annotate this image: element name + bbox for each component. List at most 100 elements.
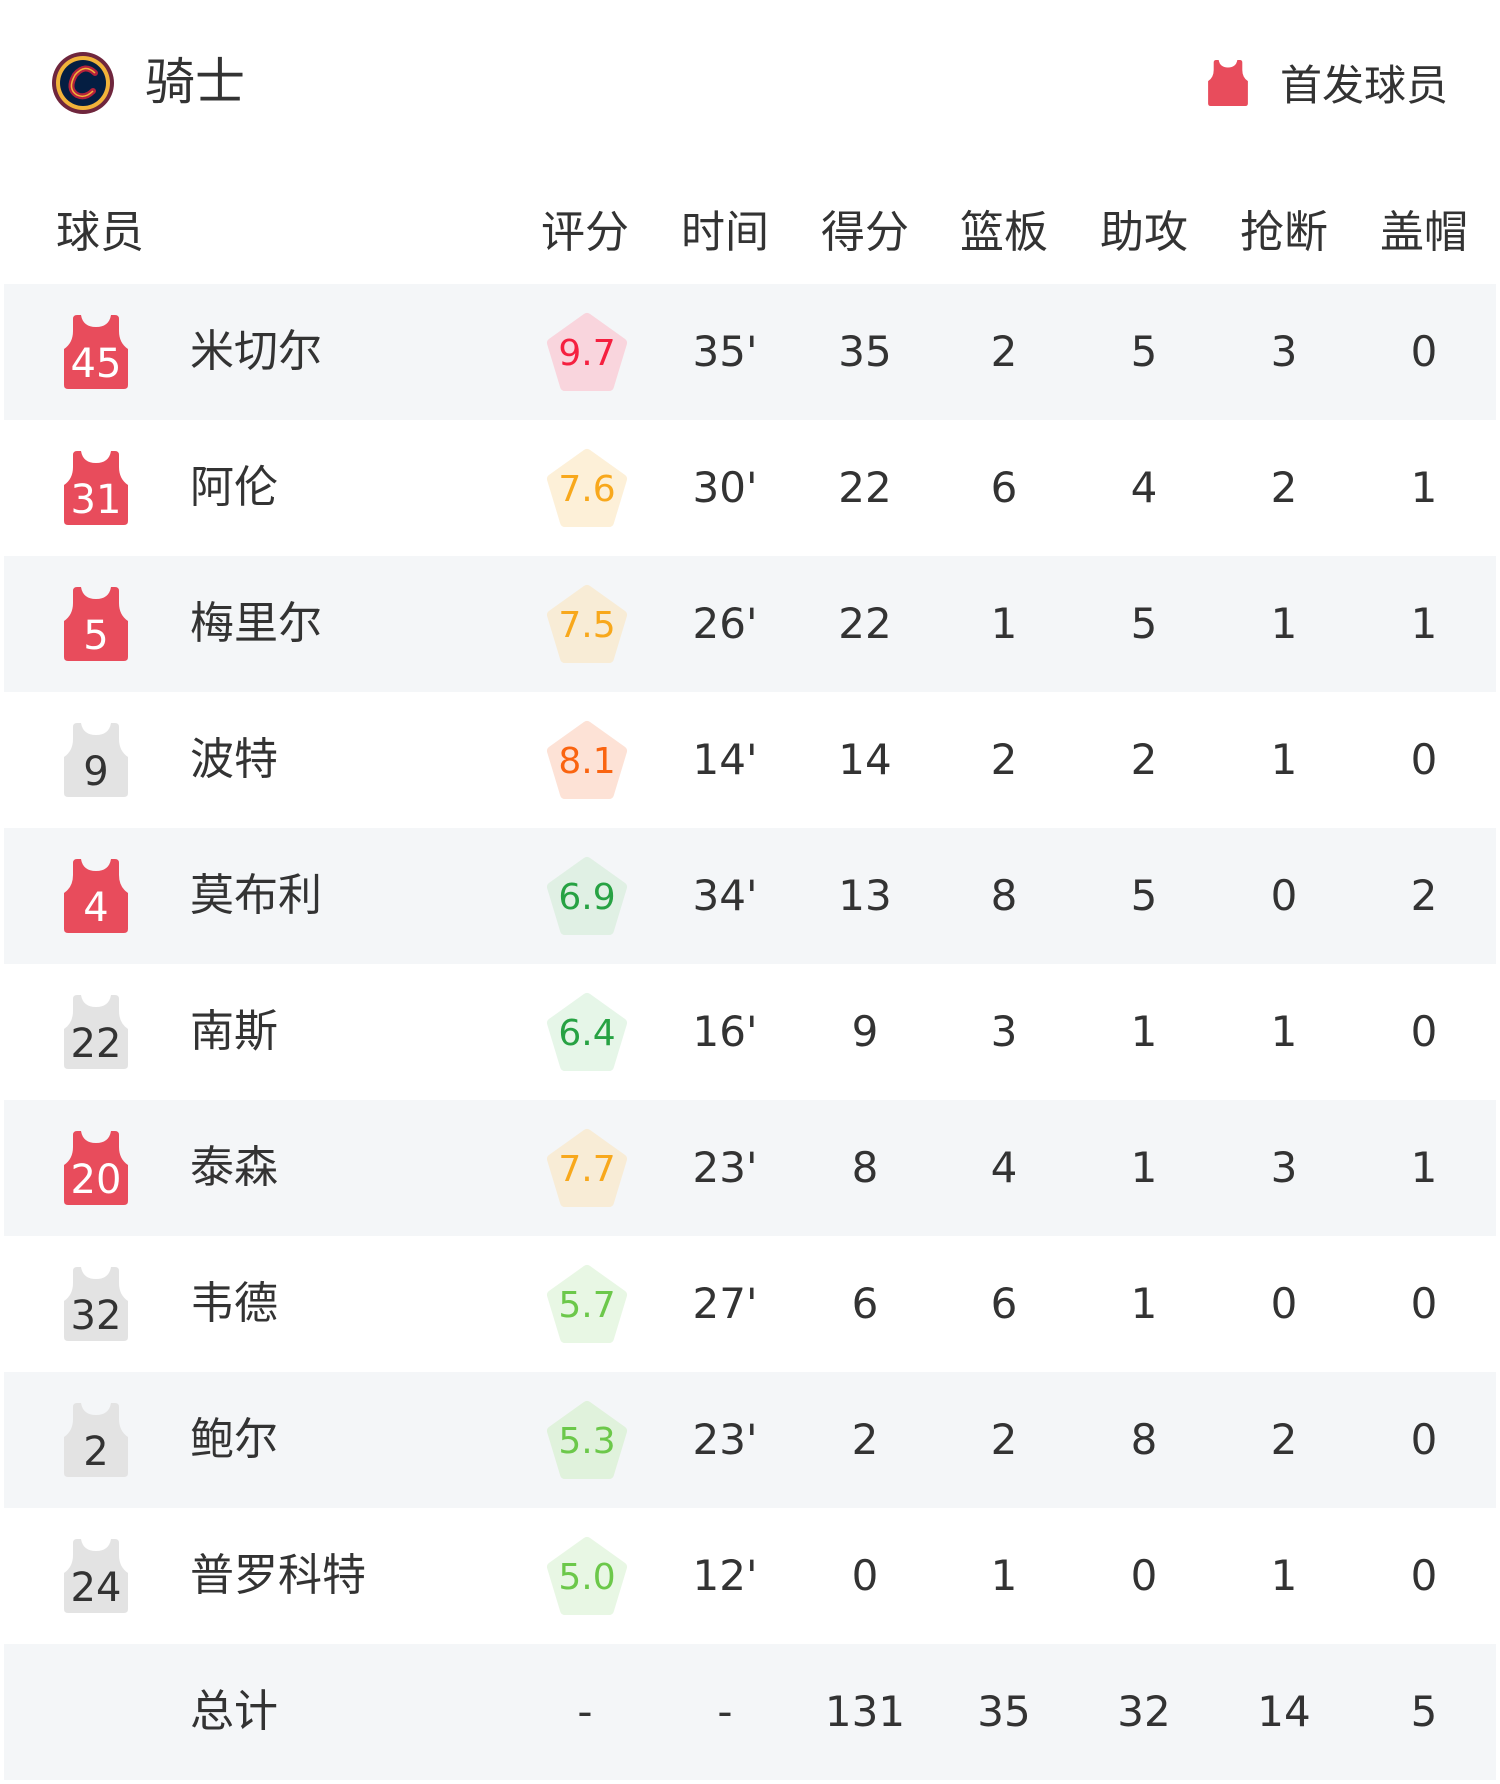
stat-blk: 2 bbox=[1410, 871, 1438, 920]
rating-value: 7.6 bbox=[558, 469, 616, 510]
col-steals[interactable]: 抢断 bbox=[1240, 207, 1328, 258]
stat-ast: 5 bbox=[1130, 871, 1158, 920]
totals-row: 总计 - - 131 35 32 14 5 bbox=[4, 1644, 1496, 1780]
rating-value: 9.7 bbox=[558, 333, 616, 374]
player-row[interactable]: 20 泰森 7.7 23' 8 4 1 3 1 bbox=[4, 1100, 1496, 1236]
col-blocks[interactable]: 盖帽 bbox=[1380, 207, 1468, 258]
jersey-number: 2 bbox=[83, 1429, 109, 1475]
col-rating[interactable]: 评分 bbox=[541, 207, 629, 258]
jersey-number: 22 bbox=[70, 1021, 122, 1067]
rating-badge: 5.0 bbox=[546, 1536, 628, 1616]
col-assists[interactable]: 助攻 bbox=[1100, 207, 1188, 258]
starter-legend-label: 首发球员 bbox=[1279, 61, 1448, 110]
jersey-icon: 5 bbox=[61, 587, 131, 661]
player-row[interactable]: 32 韦德 5.7 27' 6 6 1 0 0 bbox=[4, 1236, 1496, 1372]
jersey-icon: 20 bbox=[61, 1131, 131, 1205]
stat-reb: 2 bbox=[990, 735, 1018, 784]
stat-time: 35' bbox=[692, 327, 758, 376]
stat-ast: 1 bbox=[1130, 1143, 1158, 1192]
player-row[interactable]: 5 梅里尔 7.5 26' 22 1 5 1 1 bbox=[4, 556, 1496, 692]
stat-ast: 1 bbox=[1130, 1007, 1158, 1056]
stat-pts: 9 bbox=[851, 1007, 879, 1056]
col-rebounds[interactable]: 篮板 bbox=[960, 207, 1048, 258]
player-row[interactable]: 24 普罗科特 5.0 12' 0 1 0 1 0 bbox=[4, 1508, 1496, 1644]
totals-ast: 32 bbox=[1117, 1687, 1171, 1736]
stat-pts: 2 bbox=[851, 1415, 879, 1464]
player-name[interactable]: 波特 bbox=[190, 734, 278, 785]
totals-blk: 5 bbox=[1410, 1687, 1438, 1736]
player-row[interactable]: 9 波特 8.1 14' 14 2 2 1 0 bbox=[4, 692, 1496, 828]
totals-time: - bbox=[717, 1687, 733, 1736]
player-name[interactable]: 韦德 bbox=[190, 1278, 278, 1329]
player-name[interactable]: 米切尔 bbox=[190, 326, 322, 377]
player-row[interactable]: 45 米切尔 9.7 35' 35 2 5 3 0 bbox=[4, 284, 1496, 420]
stat-reb: 1 bbox=[990, 1551, 1018, 1600]
rating-badge: 5.7 bbox=[546, 1264, 628, 1344]
col-player: 球员 bbox=[56, 207, 144, 258]
rating-badge: 7.7 bbox=[546, 1128, 628, 1208]
stat-time: 16' bbox=[692, 1007, 758, 1056]
stat-ast: 5 bbox=[1130, 327, 1158, 376]
rating-value: 5.7 bbox=[558, 1285, 616, 1326]
rating-badge: 9.7 bbox=[546, 312, 628, 392]
stat-stl: 3 bbox=[1270, 327, 1298, 376]
player-name[interactable]: 莫布利 bbox=[190, 870, 322, 921]
player-name[interactable]: 南斯 bbox=[190, 1006, 278, 1057]
rating-value: 6.4 bbox=[558, 1013, 616, 1054]
stat-blk: 1 bbox=[1410, 1143, 1438, 1192]
stat-blk: 0 bbox=[1410, 327, 1438, 376]
col-time[interactable]: 时间 bbox=[681, 207, 769, 258]
stat-blk: 0 bbox=[1410, 1279, 1438, 1328]
stat-reb: 6 bbox=[990, 1279, 1018, 1328]
player-row[interactable]: 4 莫布利 6.9 34' 13 8 5 0 2 bbox=[4, 828, 1496, 964]
player-row[interactable]: 31 阿伦 7.6 30' 22 6 4 2 1 bbox=[4, 420, 1496, 556]
team-name: 骑士 bbox=[145, 53, 245, 111]
jersey-number: 31 bbox=[70, 477, 122, 523]
jersey-number: 9 bbox=[83, 749, 109, 795]
stat-stl: 2 bbox=[1270, 1415, 1298, 1464]
stat-stl: 2 bbox=[1270, 463, 1298, 512]
stat-time: 14' bbox=[692, 735, 758, 784]
player-name[interactable]: 普罗科特 bbox=[190, 1550, 366, 1601]
stat-blk: 0 bbox=[1410, 735, 1438, 784]
stat-stl: 1 bbox=[1270, 1007, 1298, 1056]
jersey-icon: 22 bbox=[61, 995, 131, 1069]
stat-ast: 0 bbox=[1130, 1551, 1158, 1600]
team-logo-icon bbox=[52, 52, 114, 114]
jersey-icon: 31 bbox=[61, 451, 131, 525]
totals-label: 总计 bbox=[190, 1686, 278, 1737]
stat-time: 34' bbox=[692, 871, 758, 920]
totals-stl: 14 bbox=[1257, 1687, 1311, 1736]
stat-blk: 1 bbox=[1410, 599, 1438, 648]
stat-blk: 0 bbox=[1410, 1007, 1438, 1056]
col-points[interactable]: 得分 bbox=[821, 207, 909, 258]
player-name[interactable]: 梅里尔 bbox=[190, 598, 322, 649]
player-name[interactable]: 泰森 bbox=[190, 1142, 278, 1193]
jersey-icon: 45 bbox=[61, 315, 131, 389]
jersey-number: 5 bbox=[83, 613, 109, 659]
table-header: 球员 评分 时间 得分 篮板 助攻 抢断 盖帽 bbox=[0, 196, 1500, 258]
stat-time: 27' bbox=[692, 1279, 758, 1328]
rating-value: 5.0 bbox=[558, 1557, 616, 1598]
jersey-icon: 4 bbox=[61, 859, 131, 933]
jersey-number: 20 bbox=[70, 1157, 122, 1203]
stat-ast: 2 bbox=[1130, 735, 1158, 784]
totals-rating: - bbox=[577, 1687, 593, 1736]
player-row[interactable]: 22 南斯 6.4 16' 9 3 1 1 0 bbox=[4, 964, 1496, 1100]
jersey-icon: 2 bbox=[61, 1403, 131, 1477]
stat-blk: 0 bbox=[1410, 1551, 1438, 1600]
rating-badge: 7.5 bbox=[546, 584, 628, 664]
rating-value: 7.7 bbox=[558, 1149, 616, 1190]
player-name[interactable]: 鲍尔 bbox=[190, 1414, 278, 1465]
player-row[interactable]: 2 鲍尔 5.3 23' 2 2 8 2 0 bbox=[4, 1372, 1496, 1508]
stat-stl: 3 bbox=[1270, 1143, 1298, 1192]
stat-time: 26' bbox=[692, 599, 758, 648]
rating-value: 7.5 bbox=[558, 605, 616, 646]
stat-time: 23' bbox=[692, 1415, 758, 1464]
player-name[interactable]: 阿伦 bbox=[190, 462, 278, 513]
jersey-icon: 24 bbox=[61, 1539, 131, 1613]
totals-pts: 131 bbox=[824, 1687, 906, 1736]
stat-reb: 2 bbox=[990, 327, 1018, 376]
rating-badge: 5.3 bbox=[546, 1400, 628, 1480]
